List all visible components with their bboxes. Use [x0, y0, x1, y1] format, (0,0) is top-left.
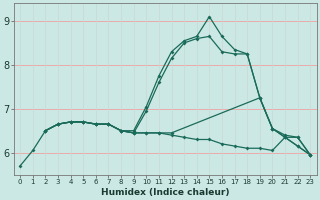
X-axis label: Humidex (Indice chaleur): Humidex (Indice chaleur)	[101, 188, 229, 197]
